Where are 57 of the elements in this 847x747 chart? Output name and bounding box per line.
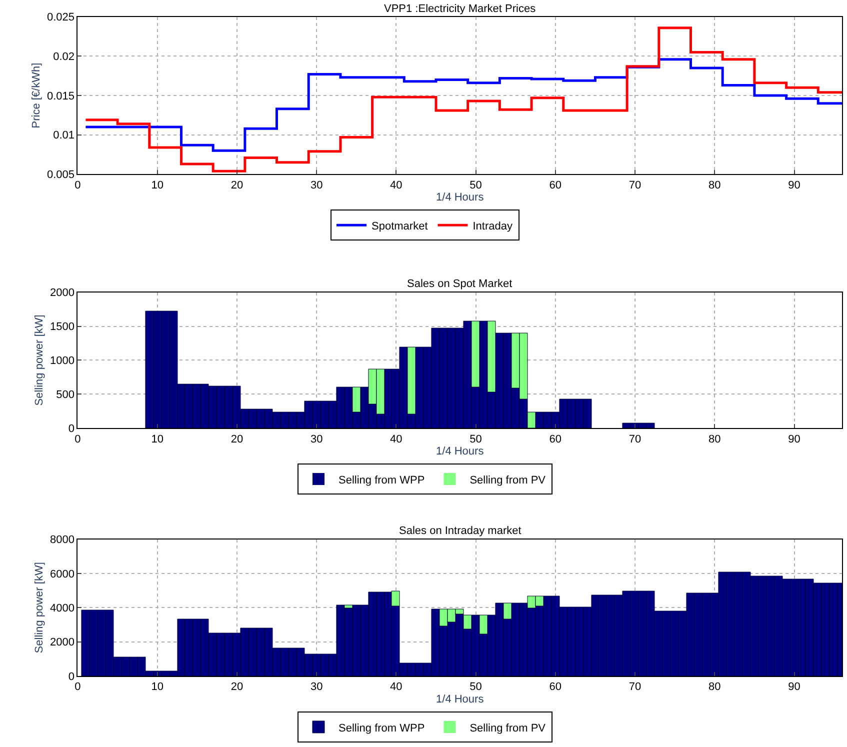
x-tick-label: 10 bbox=[151, 179, 164, 192]
y-tick-label: 0.025 bbox=[47, 12, 75, 24]
x-tick-label: 20 bbox=[230, 179, 244, 192]
y-tick-label: 0.02 bbox=[53, 51, 75, 64]
x-tick-label: 10 bbox=[151, 681, 164, 694]
chart-title: Sales on Intraday market bbox=[399, 525, 522, 537]
x-tick-label: 80 bbox=[708, 681, 721, 694]
x-tick-label: 30 bbox=[310, 433, 323, 446]
x-tick-label: 30 bbox=[310, 681, 323, 694]
legend-label: Selling from PV bbox=[470, 722, 546, 734]
x-axis-title: 1/4 Hours bbox=[436, 693, 484, 706]
chart-title: VPP1 :Electricity Market Prices bbox=[384, 3, 536, 15]
y-tick-label: 2000 bbox=[50, 636, 75, 649]
x-axis-title: 1/4 Hours bbox=[436, 192, 484, 204]
x-tick-label: 60 bbox=[549, 681, 562, 694]
x-tick-label: 90 bbox=[788, 179, 800, 192]
y-tick-label: 1500 bbox=[50, 321, 75, 334]
x-tick-label: 80 bbox=[708, 433, 721, 446]
legend-label: Selling from PV bbox=[470, 474, 546, 486]
x-tick-label: 70 bbox=[628, 179, 642, 192]
x-tick-label: 60 bbox=[549, 179, 562, 192]
y-axis-title: Selling power [kW] bbox=[34, 314, 46, 406]
x-tick-label: 50 bbox=[470, 681, 482, 694]
x-tick-label: 80 bbox=[708, 179, 721, 192]
x-tick-label: 60 bbox=[549, 433, 562, 446]
y-tick-label: 6000 bbox=[50, 568, 75, 580]
x-axis-title: 1/4 Hours bbox=[436, 445, 484, 458]
y-tick-label: 0.015 bbox=[47, 90, 75, 102]
legend-label: Spotmarket bbox=[372, 220, 428, 232]
y-tick-label: 4000 bbox=[50, 602, 75, 615]
chart-title: Sales on Spot Market bbox=[407, 278, 512, 290]
x-tick-label: 20 bbox=[230, 433, 244, 446]
x-tick-label: 90 bbox=[788, 681, 800, 694]
x-tick-label: 40 bbox=[390, 681, 402, 694]
y-tick-label: 0 bbox=[68, 422, 75, 435]
x-tick-label: 90 bbox=[788, 433, 800, 446]
y-tick-label: 0.01 bbox=[53, 130, 75, 142]
x-tick-label: 50 bbox=[470, 433, 482, 446]
y-tick-label: 2000 bbox=[50, 287, 75, 300]
x-tick-label: 40 bbox=[390, 433, 402, 446]
legend-label: Intraday bbox=[472, 220, 513, 232]
x-tick-label: 20 bbox=[230, 681, 244, 694]
y-tick-label: 0 bbox=[68, 670, 75, 683]
x-tick-label: 70 bbox=[628, 433, 642, 446]
y-tick-label: 8000 bbox=[50, 534, 75, 546]
y-axis-title: Selling power [kW] bbox=[34, 562, 46, 654]
x-tick-label: 40 bbox=[390, 179, 402, 192]
y-tick-label: 1000 bbox=[50, 355, 75, 368]
x-tick-label: 30 bbox=[310, 179, 323, 192]
y-tick-label: 500 bbox=[56, 389, 75, 401]
x-tick-label: 50 bbox=[470, 179, 482, 192]
x-tick-label: 70 bbox=[628, 681, 642, 694]
y-axis-title: Price [€/kWh] bbox=[30, 62, 43, 128]
legend-label: Selling from WPP bbox=[338, 474, 425, 486]
x-tick-label: 10 bbox=[151, 433, 164, 446]
y-tick-label: 0.005 bbox=[47, 169, 75, 182]
legend-label: Selling from WPP bbox=[338, 722, 425, 734]
